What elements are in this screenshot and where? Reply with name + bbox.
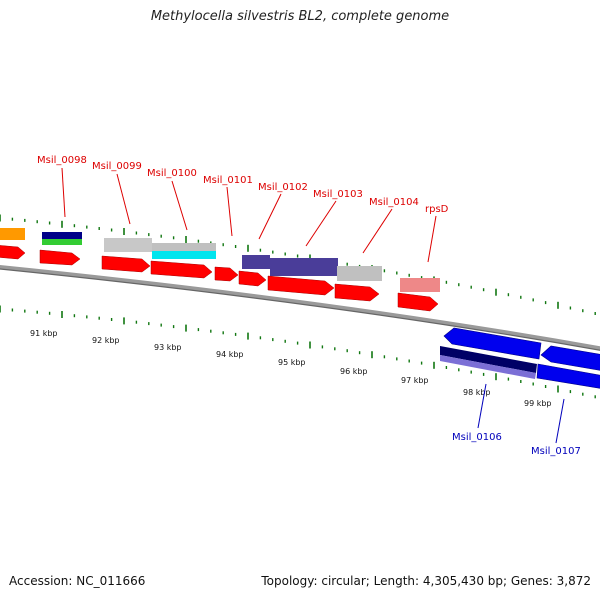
label-leader [362,208,393,254]
forward-gene-labels: Msil_0098 Msil_0099 Msil_0100 Msil_0101 … [37,155,449,263]
gene-label[interactable]: Msil_0100 [147,168,197,179]
genome-backbone-shadow [0,268,600,351]
feature-pink[interactable] [400,278,440,292]
scale-label: 94 kbp [216,350,244,359]
scale-label: 92 kbp [92,336,120,345]
gene-label[interactable]: Msil_0104 [369,197,419,208]
feature-gray-2[interactable] [152,243,216,251]
feature-orange[interactable] [0,228,25,240]
forward-cds-arrow[interactable] [397,292,439,312]
reverse-feature-lavender[interactable] [440,355,536,379]
tick-track-outer [0,214,596,315]
feature-purple-1[interactable] [242,255,270,269]
gene-label[interactable]: Msil_0107 [531,446,581,457]
gene-label[interactable]: Msil_0098 [37,155,87,166]
forward-cds-arrow[interactable] [334,283,380,302]
forward-cds-arrow[interactable] [267,275,335,296]
gene-label[interactable]: Msil_0103 [313,189,363,200]
scale-label: 95 kbp [278,358,306,367]
scale-label: 97 kbp [401,376,429,385]
map-title: Methylocella silvestris BL2, complete ge… [150,9,450,24]
label-leader [171,180,188,231]
feature-cyan[interactable] [152,251,216,259]
reverse-gene-labels: Msil_0106 Msil_0107 [452,383,581,457]
reverse-feature-navy[interactable] [440,346,537,373]
gene-label[interactable]: Msil_0102 [258,182,308,193]
scale-label: 93 kbp [154,343,182,352]
feature-gray-3[interactable] [337,266,382,281]
forward-cds-arrow[interactable] [238,270,267,287]
label-leader [555,398,565,444]
label-leader [116,173,131,225]
label-leader [305,200,337,247]
feature-purple-2[interactable] [270,258,338,276]
label-leader [226,186,233,237]
label-leader [258,193,282,240]
genome-summary: Topology: circular; Length: 4,305,430 bp… [261,574,591,588]
accession-text: Accession: NC_011666 [9,574,146,588]
gene-label[interactable]: rpsD [425,204,449,215]
reverse-feature-blue[interactable] [536,363,600,390]
forward-cds-arrow[interactable] [150,260,213,279]
label-leader [477,383,487,429]
feature-navy[interactable] [42,232,82,239]
scale-label: 96 kbp [340,367,368,376]
genome-backbone [0,265,600,351]
label-leader [61,167,66,218]
reverse-cds-arrow[interactable] [540,345,600,372]
scale-label: 99 kbp [524,399,552,408]
feature-green[interactable] [42,239,82,245]
reverse-cds-track [440,327,600,390]
scale-labels: 91 kbp 92 kbp 93 kbp 94 kbp 95 kbp 96 kb… [30,329,552,408]
forward-cds-arrow[interactable] [101,255,151,273]
label-leader [427,215,437,263]
forward-cds-track [0,245,439,312]
tick-track-inner [0,305,596,399]
scale-label: 98 kbp [463,388,491,397]
gene-label[interactable]: Msil_0106 [452,432,502,443]
gene-label[interactable]: Msil_0099 [92,161,142,172]
reverse-cds-arrow[interactable] [443,327,542,360]
feature-gray-1[interactable] [104,238,152,252]
scale-label: 91 kbp [30,329,58,338]
forward-cds-arrow[interactable] [39,249,81,266]
feature-track-outer [0,228,440,292]
forward-cds-arrow[interactable] [0,245,26,260]
gene-label[interactable]: Msil_0101 [203,175,253,186]
forward-cds-arrow[interactable] [214,266,239,282]
